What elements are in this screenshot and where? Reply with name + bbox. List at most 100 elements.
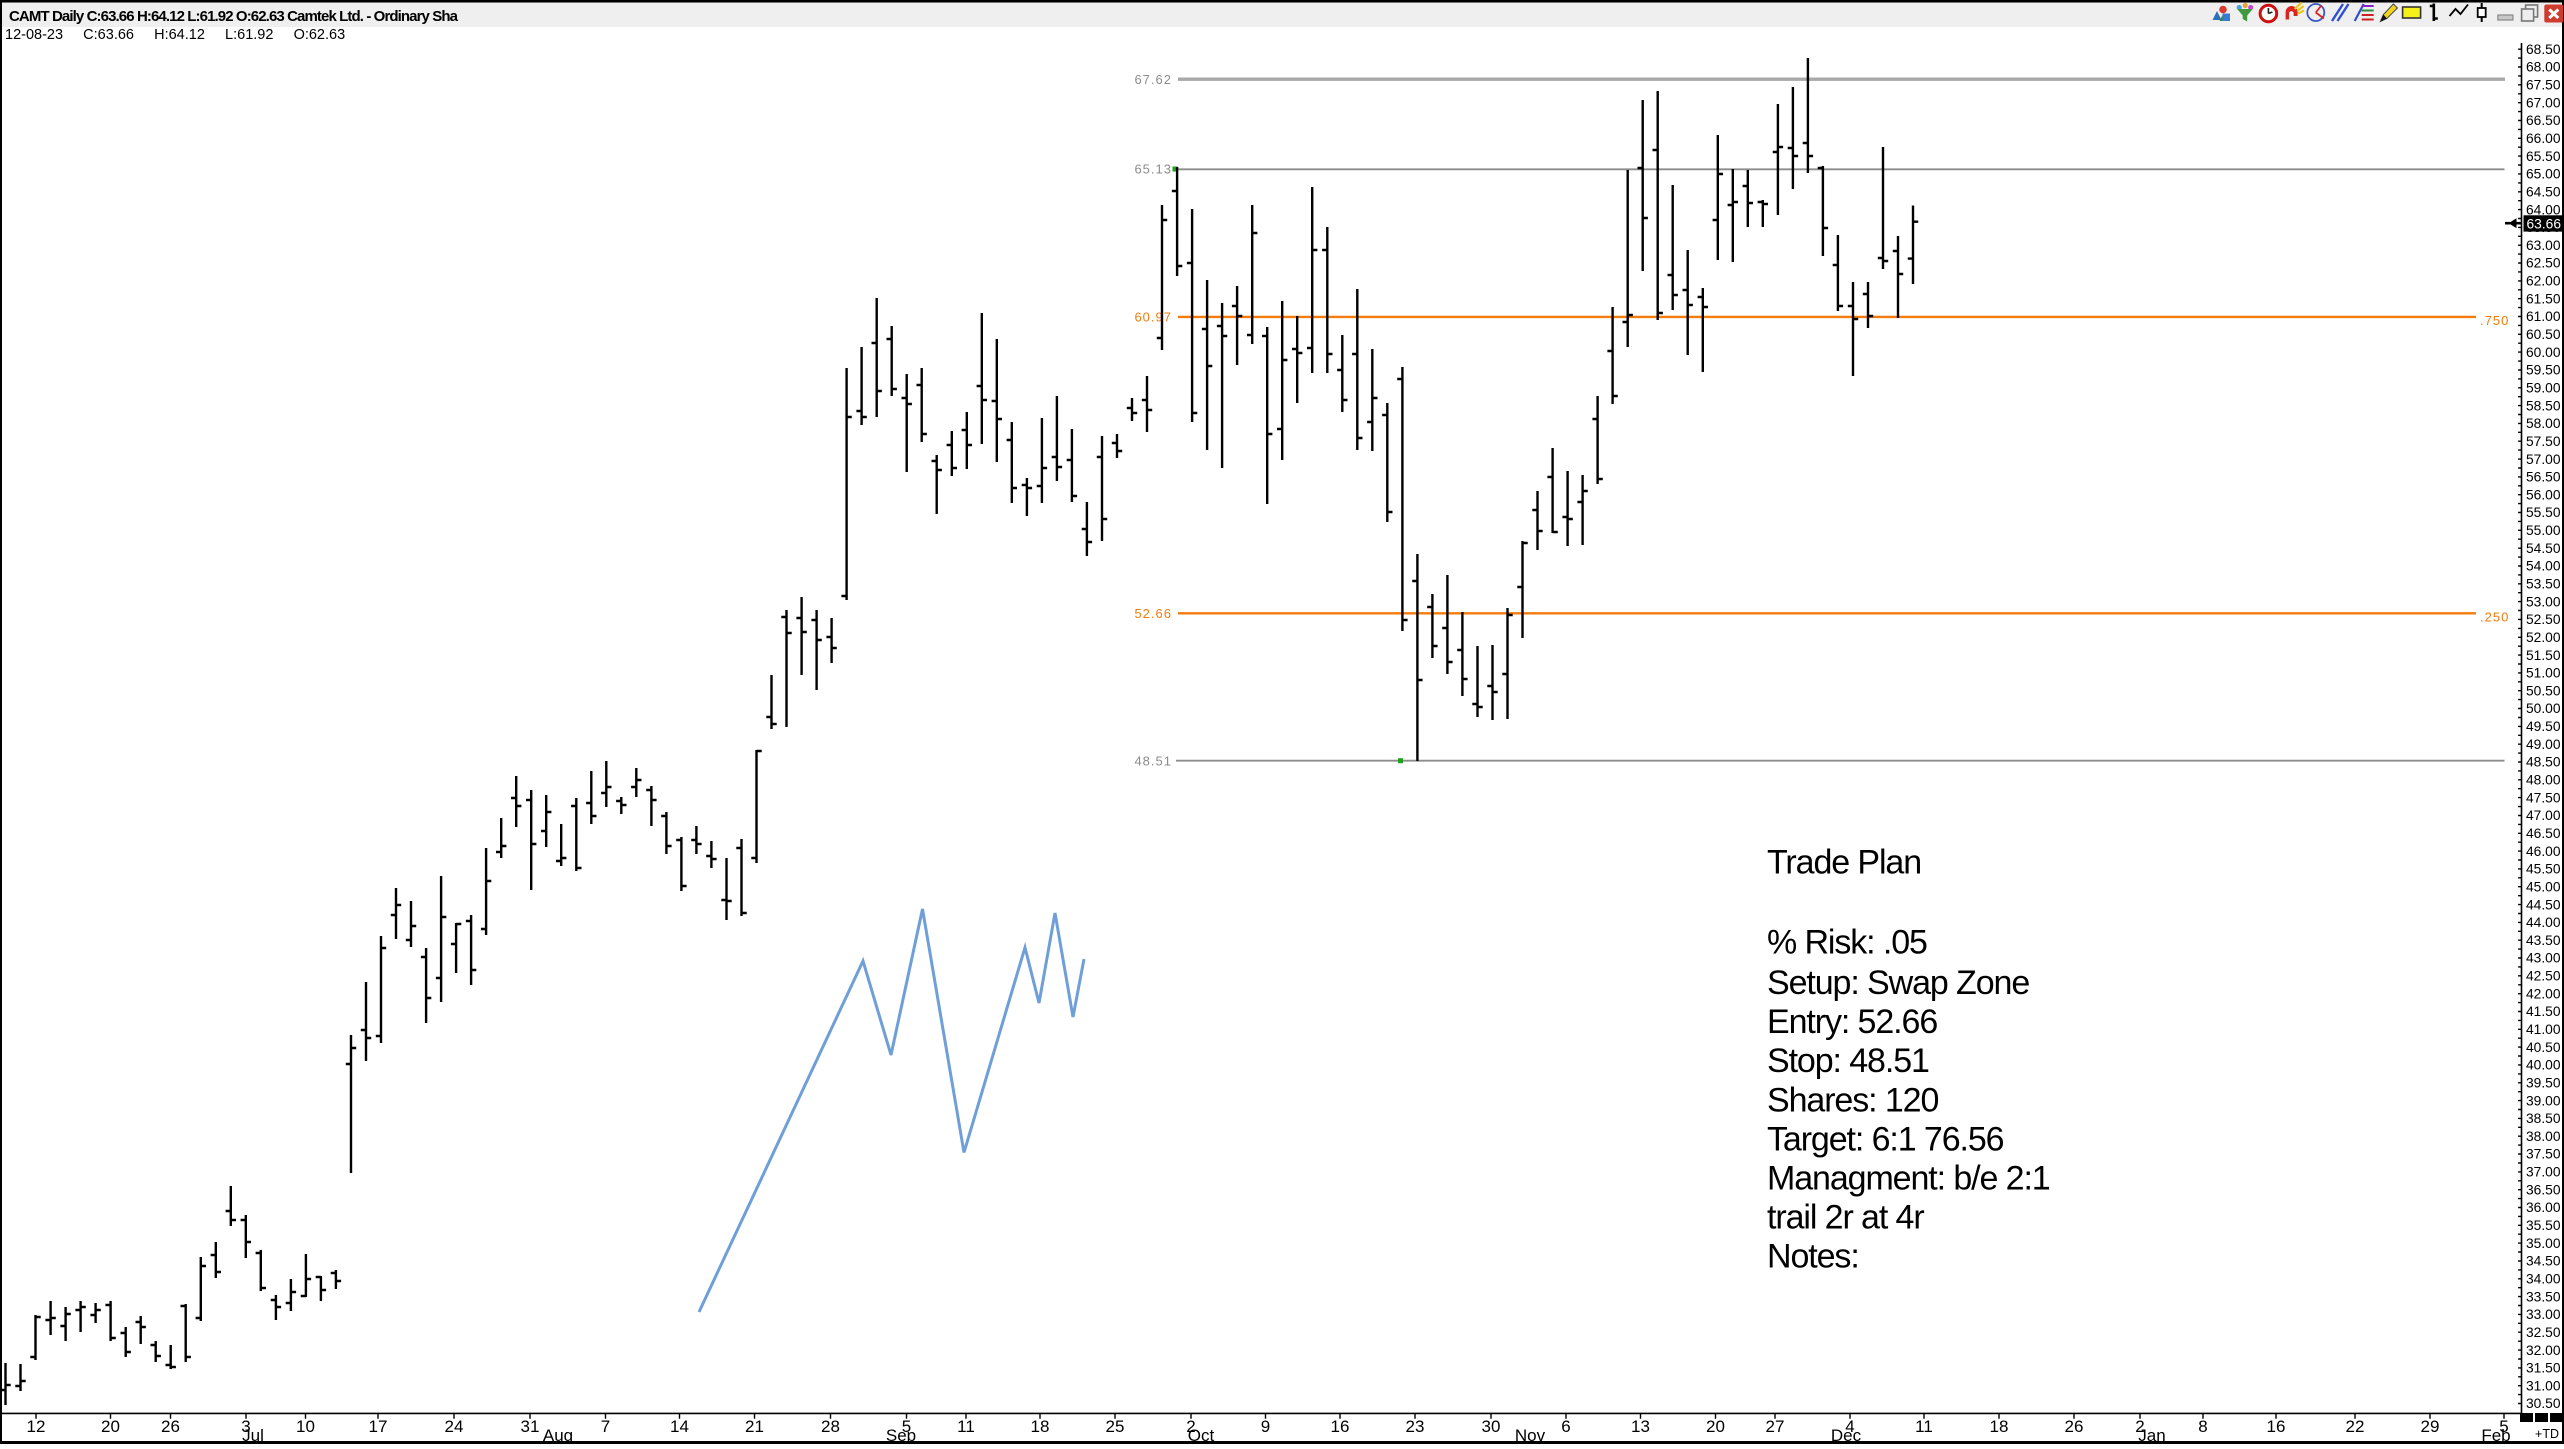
svg-text:59.50: 59.50 — [2526, 363, 2561, 378]
svg-text:53.50: 53.50 — [2526, 577, 2561, 592]
svg-text:52.50: 52.50 — [2526, 612, 2561, 627]
svg-text:39.00: 39.00 — [2526, 1093, 2561, 1108]
svg-text:41.50: 41.50 — [2526, 1004, 2561, 1019]
svg-text:6: 6 — [1561, 1417, 1570, 1436]
svg-text:36.00: 36.00 — [2526, 1200, 2561, 1215]
svg-text:48.51: 48.51 — [1134, 754, 1172, 769]
svg-text:39.50: 39.50 — [2526, 1076, 2561, 1091]
svg-text:trail 2r at 4r: trail 2r at 4r — [1767, 1198, 1924, 1236]
svg-text:56.50: 56.50 — [2526, 470, 2561, 485]
svg-text:Target: 6:1 76.56: Target: 6:1 76.56 — [1767, 1120, 2004, 1158]
svg-text:61.00: 61.00 — [2526, 309, 2561, 324]
svg-text:Stop: 48.51: Stop: 48.51 — [1767, 1042, 1929, 1080]
svg-text:8: 8 — [2198, 1417, 2207, 1436]
svg-text:65.13: 65.13 — [1134, 162, 1172, 177]
svg-text:11: 11 — [957, 1417, 975, 1436]
svg-text:23: 23 — [1406, 1417, 1425, 1436]
svg-text:54.50: 54.50 — [2526, 541, 2561, 556]
svg-text:67.00: 67.00 — [2526, 95, 2561, 110]
svg-text:33.50: 33.50 — [2526, 1289, 2561, 1304]
svg-text:Nov: Nov — [1515, 1426, 1546, 1444]
svg-text:9: 9 — [1261, 1417, 1270, 1436]
svg-text:62.50: 62.50 — [2526, 256, 2561, 271]
svg-text:CAMT Daily C:63.66 H:64.12 L:6: CAMT Daily C:63.66 H:64.12 L:61.92 O:62.… — [9, 8, 459, 25]
svg-text:18: 18 — [1031, 1417, 1050, 1436]
svg-text:22: 22 — [2346, 1417, 2365, 1436]
svg-text:+TD: +TD — [2535, 1427, 2559, 1441]
svg-text:60.97: 60.97 — [1134, 310, 1172, 325]
svg-text:31.00: 31.00 — [2526, 1378, 2561, 1393]
svg-text:58.00: 58.00 — [2526, 416, 2561, 431]
svg-text:46.50: 46.50 — [2526, 826, 2561, 841]
svg-text:34.00: 34.00 — [2526, 1272, 2561, 1287]
svg-text:57.50: 57.50 — [2526, 434, 2561, 449]
svg-text:60.00: 60.00 — [2526, 345, 2561, 360]
svg-text:Aug: Aug — [543, 1426, 573, 1444]
svg-text:54.00: 54.00 — [2526, 559, 2561, 574]
svg-text:35.50: 35.50 — [2526, 1218, 2561, 1233]
svg-text:38.50: 38.50 — [2526, 1111, 2561, 1126]
svg-text:45.00: 45.00 — [2526, 879, 2561, 894]
svg-text:49.00: 49.00 — [2526, 737, 2561, 752]
svg-text:37.50: 37.50 — [2526, 1147, 2561, 1162]
svg-text:24: 24 — [445, 1417, 464, 1436]
svg-text:51.50: 51.50 — [2526, 648, 2561, 663]
svg-text:16: 16 — [1331, 1417, 1350, 1436]
svg-text:14: 14 — [670, 1417, 689, 1436]
svg-text:43.00: 43.00 — [2526, 951, 2561, 966]
svg-text:43.50: 43.50 — [2526, 933, 2561, 948]
svg-text:31: 31 — [521, 1417, 540, 1436]
svg-text:38.00: 38.00 — [2526, 1129, 2561, 1144]
svg-text:49.50: 49.50 — [2526, 719, 2561, 734]
svg-text:21: 21 — [745, 1417, 764, 1436]
svg-text:Oct: Oct — [1188, 1426, 1215, 1444]
svg-text:Entry: 52.66: Entry: 52.66 — [1767, 1003, 1937, 1041]
svg-text:67.62: 67.62 — [1134, 72, 1172, 87]
svg-text:10: 10 — [296, 1417, 315, 1436]
svg-text:Sep: Sep — [886, 1426, 916, 1444]
svg-text:20: 20 — [1706, 1417, 1725, 1436]
svg-text:.750: .750 — [2480, 313, 2509, 328]
svg-text:34.50: 34.50 — [2526, 1254, 2561, 1269]
svg-text:61.50: 61.50 — [2526, 291, 2561, 306]
svg-text:Shares: 120: Shares: 120 — [1767, 1081, 1938, 1119]
svg-text:13: 13 — [1631, 1417, 1650, 1436]
svg-text:26: 26 — [161, 1417, 180, 1436]
svg-text:68.50: 68.50 — [2526, 42, 2561, 57]
svg-text:30: 30 — [1482, 1417, 1501, 1436]
svg-text:51.00: 51.00 — [2526, 666, 2561, 681]
svg-text:47.50: 47.50 — [2526, 790, 2561, 805]
svg-text:63.00: 63.00 — [2526, 238, 2561, 253]
svg-text:37.00: 37.00 — [2526, 1165, 2561, 1180]
svg-text:32.00: 32.00 — [2526, 1343, 2561, 1358]
svg-text:36.50: 36.50 — [2526, 1182, 2561, 1197]
svg-text:11: 11 — [1915, 1417, 1933, 1436]
svg-text:27: 27 — [1766, 1417, 1785, 1436]
svg-text:60.50: 60.50 — [2526, 327, 2561, 342]
svg-text:46.00: 46.00 — [2526, 844, 2561, 859]
svg-text:Notes:: Notes: — [1767, 1238, 1859, 1276]
svg-text:47.00: 47.00 — [2526, 808, 2561, 823]
svg-text:56.00: 56.00 — [2526, 487, 2561, 502]
svg-text:52.66: 52.66 — [1134, 606, 1172, 621]
svg-text:67.50: 67.50 — [2526, 78, 2561, 93]
svg-text:20: 20 — [101, 1417, 120, 1436]
svg-text:65.50: 65.50 — [2526, 149, 2561, 164]
svg-text:50.50: 50.50 — [2526, 683, 2561, 698]
svg-text:65.00: 65.00 — [2526, 167, 2561, 182]
svg-text:45.50: 45.50 — [2526, 862, 2561, 877]
svg-text:58.50: 58.50 — [2526, 398, 2561, 413]
svg-text:Managment: b/e 2:1: Managment: b/e 2:1 — [1767, 1159, 2050, 1197]
svg-text:44.50: 44.50 — [2526, 897, 2561, 912]
svg-text:28: 28 — [821, 1417, 840, 1436]
svg-text:55.00: 55.00 — [2526, 523, 2561, 538]
svg-text:33.00: 33.00 — [2526, 1307, 2561, 1322]
svg-text:55.50: 55.50 — [2526, 505, 2561, 520]
svg-text:.250: .250 — [2480, 610, 2509, 625]
svg-text:Feb: Feb — [2481, 1426, 2510, 1444]
svg-text:66.00: 66.00 — [2526, 131, 2561, 146]
svg-text:16: 16 — [2267, 1417, 2286, 1436]
svg-text:32.50: 32.50 — [2526, 1325, 2561, 1340]
svg-text:Setup: Swap Zone: Setup: Swap Zone — [1767, 964, 2029, 1002]
svg-text:% Risk: .05: % Risk: .05 — [1767, 923, 1927, 961]
